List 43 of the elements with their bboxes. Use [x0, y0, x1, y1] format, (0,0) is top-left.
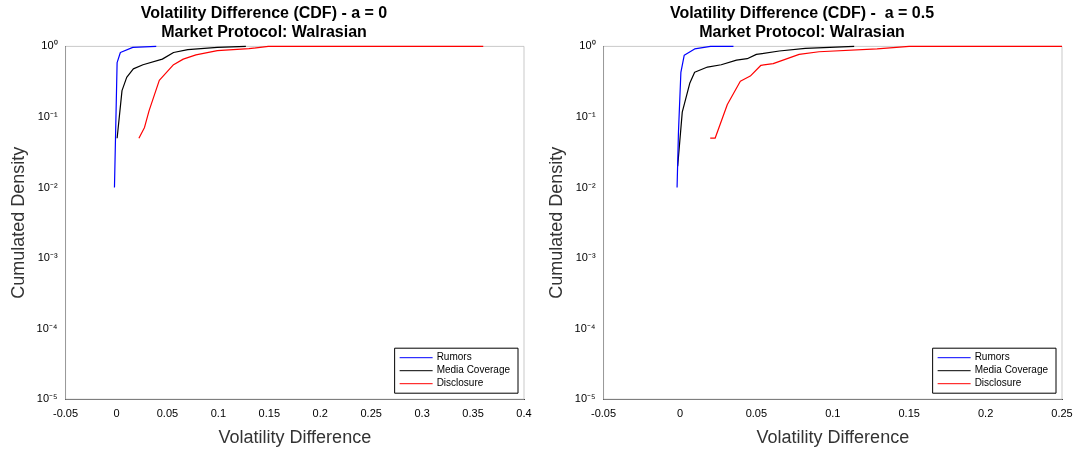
- x-tick-label: 0.1: [825, 406, 841, 419]
- y-tick-label: 10⁻⁴: [36, 321, 58, 334]
- x-tick-label: 0.35: [462, 406, 484, 419]
- y-tick-label: 10⁻⁵: [36, 392, 58, 405]
- x-tick-label: 0: [113, 406, 120, 419]
- y-tick-label: 10⁻¹: [37, 109, 58, 122]
- x-tick-label: 0.25: [1051, 406, 1073, 419]
- x-tick-label: 0.2: [312, 406, 328, 419]
- x-tick-label: 0.2: [977, 406, 994, 419]
- y-axis-title: Cumulated Density: [7, 146, 28, 299]
- legend-label: Media Coverage: [974, 364, 1049, 376]
- x-tick-label: 0.3: [414, 406, 430, 419]
- x-axis-title: Volatility Difference: [756, 427, 910, 448]
- y-tick-label: 10⁻⁴: [574, 321, 596, 334]
- chart-title: Volatility Difference (CDF) - a = 0.5: [669, 4, 935, 22]
- x-tick-label: 0.25: [360, 406, 382, 419]
- x-tick-label: 0.1: [210, 406, 227, 419]
- x-tick-label: 0.15: [258, 406, 281, 419]
- legend-label: Rumors: [974, 351, 1010, 363]
- x-axis-title: Volatility Difference: [218, 427, 372, 448]
- x-tick-label: 0.15: [898, 406, 920, 419]
- y-tick-label: 10⁻³: [37, 251, 58, 264]
- y-tick-label: 10⁻²: [37, 180, 58, 193]
- x-tick-label: 0.4: [516, 406, 532, 419]
- chart-subtitle: Market Protocol: Walrasian: [699, 23, 905, 41]
- x-tick-label: 0: [676, 406, 684, 419]
- chart-title: Volatility Difference (CDF) - a = 0: [140, 4, 388, 22]
- y-tick-label: 10⁻⁵: [574, 392, 596, 405]
- legend-label: Media Coverage: [436, 364, 511, 376]
- x-tick-label: -0.05: [53, 406, 79, 419]
- legend-label: Disclosure: [436, 377, 484, 389]
- y-axis-title: Cumulated Density: [545, 146, 566, 299]
- chart-subtitle: Market Protocol: Walrasian: [161, 23, 367, 41]
- x-tick-label: 0.05: [745, 406, 768, 419]
- legend-label: Rumors: [436, 351, 472, 363]
- x-tick-label: 0.05: [156, 406, 179, 419]
- y-tick-label: 10⁻³: [575, 251, 596, 264]
- y-tick-label: 10⁻¹: [575, 109, 596, 122]
- y-tick-label: 10⁻²: [575, 180, 596, 193]
- y-tick-label: 10⁰: [579, 39, 596, 52]
- legend-label: Disclosure: [974, 377, 1022, 389]
- y-tick-label: 10⁰: [41, 39, 58, 52]
- x-tick-label: -0.05: [591, 406, 617, 419]
